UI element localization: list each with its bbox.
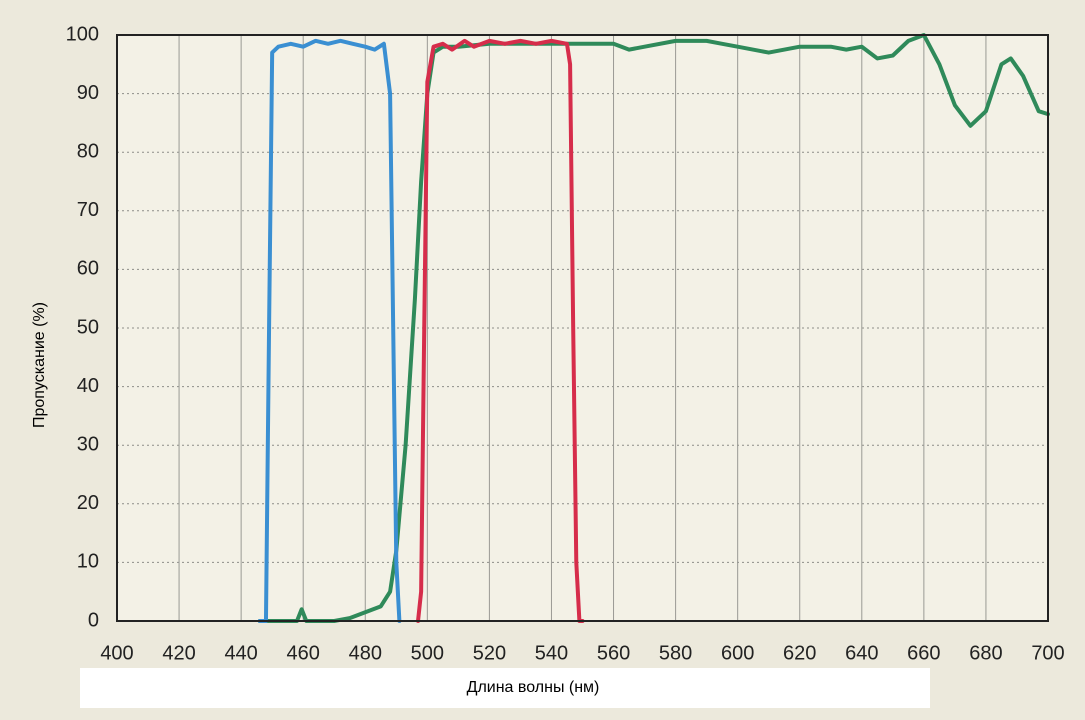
x-tick-label: 640 xyxy=(845,642,878,664)
x-tick-label: 680 xyxy=(969,642,1002,664)
label-band xyxy=(80,668,930,708)
x-tick-label: 580 xyxy=(659,642,692,664)
y-tick-label: 10 xyxy=(77,551,99,573)
y-tick-label: 30 xyxy=(77,433,99,455)
x-tick-label: 440 xyxy=(224,642,257,664)
x-tick-label: 540 xyxy=(535,642,568,664)
y-tick-label: 80 xyxy=(77,140,99,162)
x-tick-label: 560 xyxy=(597,642,630,664)
y-tick-label: 50 xyxy=(77,316,99,338)
series-line xyxy=(257,33,1050,623)
x-tick-label: 480 xyxy=(349,642,382,664)
x-axis-label: Длина волны (нм) xyxy=(467,679,600,696)
x-tick-label: 460 xyxy=(287,642,320,664)
x-tick-label: 600 xyxy=(721,642,754,664)
y-tick-label: 90 xyxy=(77,82,99,104)
y-tick-label: 70 xyxy=(77,199,99,221)
plot-frame xyxy=(116,34,1049,622)
y-tick-label: 0 xyxy=(88,609,99,631)
x-tick-label: 420 xyxy=(162,642,195,664)
x-tick-label: 500 xyxy=(411,642,444,664)
y-tick-label: 100 xyxy=(66,23,99,45)
y-tick-label: 20 xyxy=(77,492,99,514)
x-tick-label: 400 xyxy=(100,642,133,664)
y-tick-label: 40 xyxy=(77,375,99,397)
series-line xyxy=(416,38,585,623)
y-tick-label: 60 xyxy=(77,258,99,280)
series-line xyxy=(257,38,402,623)
x-tick-label: 520 xyxy=(473,642,506,664)
x-tick-label: 700 xyxy=(1031,642,1064,664)
x-tick-label: 660 xyxy=(907,642,940,664)
x-tick-label: 620 xyxy=(783,642,816,664)
y-axis-label: Пропускание (%) xyxy=(31,302,48,428)
